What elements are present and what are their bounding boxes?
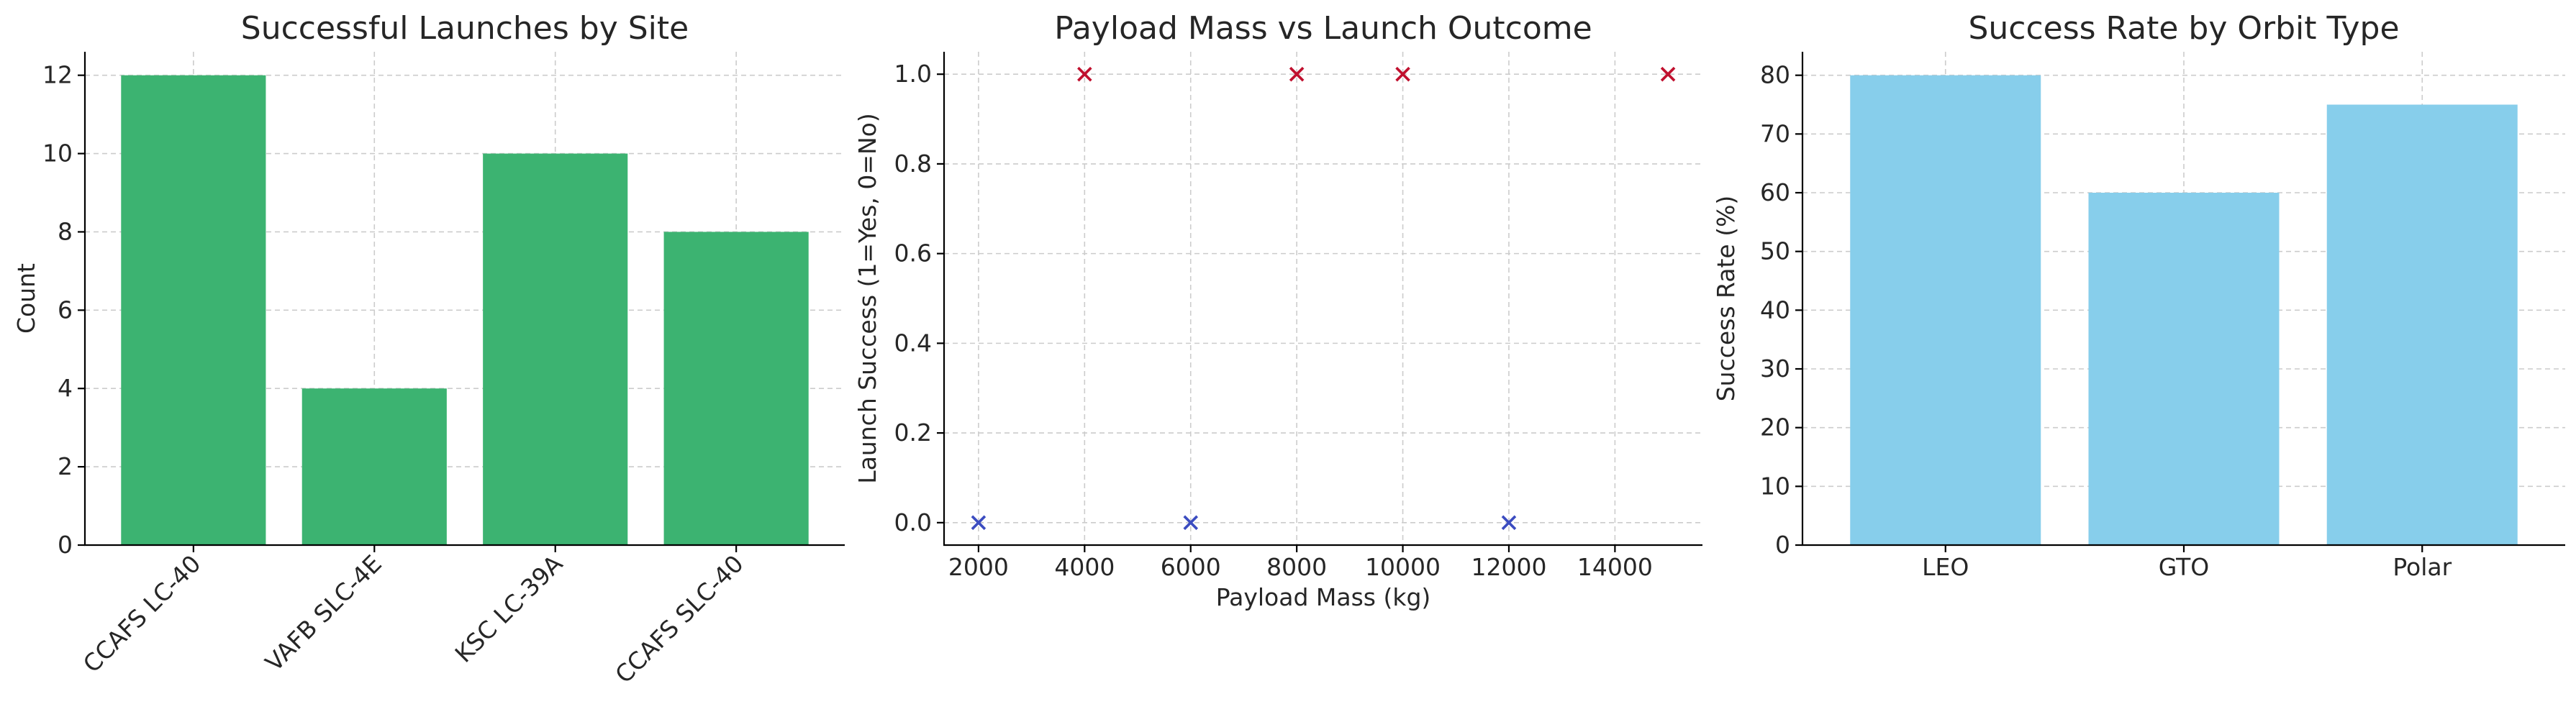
x-tick-label: 14000: [1577, 553, 1653, 581]
x-tick-label: 2000: [948, 553, 1009, 581]
y-tick-label: 0.2: [894, 419, 932, 447]
y-tick-label: 20: [1760, 413, 1790, 442]
success-rate-by-orbit-chart: 0 10 20 30 40 50 60 70 80 LEO GTO Polar Success Rate…: [1712, 10, 2565, 581]
x-tick-label: VAFB SLC-4E: [260, 549, 387, 677]
y-tick-label: 10: [1760, 472, 1790, 500]
y-tick-label: 6: [58, 296, 73, 324]
x-tick-label: LEO: [1922, 553, 1969, 581]
x-tick-label: CCAFS SLC-40: [609, 549, 749, 689]
axis-spines: [83, 52, 845, 547]
payload-vs-outcome-chart: 0.0 0.2 0.4 0.6 0.8 1.0 2000 4000 6000 8000 10000 1…: [853, 10, 1702, 611]
y-tick-label: 0.6: [894, 239, 932, 268]
y-tick-label: 12: [42, 61, 73, 89]
bar-polar: [2326, 104, 2518, 545]
y-tick-label: 10: [42, 140, 73, 168]
x-tick-label: 4000: [1054, 553, 1115, 581]
scatter-point: [971, 515, 987, 531]
y-tick-label: 70: [1760, 119, 1790, 147]
axis-spines: [943, 52, 1702, 547]
chart-title: Success Rate by Orbit Type: [1968, 10, 2399, 47]
y-tick-label: 0.4: [894, 329, 932, 357]
scatter-point: [1395, 66, 1410, 82]
y-tick-label: 4: [58, 374, 73, 402]
scatter-point: [1501, 515, 1517, 531]
x-tick-label: 10000: [1365, 553, 1441, 581]
bar-vafb-slc-4e: [301, 388, 447, 545]
y-tick-label: 2: [58, 452, 73, 480]
bar-gto: [2088, 193, 2280, 545]
x-axis-label: Payload Mass (kg): [1216, 583, 1431, 611]
x-tick-label: 8000: [1266, 553, 1327, 581]
y-tick-label: 40: [1760, 296, 1790, 324]
chart-title: Successful Launches by Site: [241, 10, 689, 47]
x-tick-label: 6000: [1161, 553, 1221, 581]
scatter-point: [1660, 66, 1676, 82]
x-tick-label: 12000: [1471, 553, 1546, 581]
axis-spines: [1801, 52, 2565, 547]
x-tick-label: KSC LC-39A: [450, 549, 568, 668]
x-tick-label: GTO: [2159, 553, 2210, 581]
bar-leo: [1850, 75, 2041, 545]
scatter-point: [1289, 66, 1305, 82]
scatter-point: [1077, 66, 1092, 82]
chart-title: Payload Mass vs Launch Outcome: [1054, 10, 1592, 47]
bar-ccafs-slc-40: [663, 232, 809, 545]
x-tick-label: CCAFS LC-40: [78, 549, 207, 678]
bar-ccafs-lc-40: [121, 75, 266, 545]
y-axis-label: Success Rate (%): [1712, 196, 1740, 402]
launches-by-site-chart: 0 2 4 6 8 10 12 CCAFS LC-40 VAFB SLC-4E KSC LC-39…: [12, 10, 845, 689]
bar-ksc-lc-39a: [483, 153, 628, 546]
y-tick-label: 8: [58, 217, 73, 245]
y-tick-label: 0.0: [894, 508, 932, 536]
x-tick-label: Polar: [2393, 553, 2452, 581]
y-tick-label: 0: [58, 531, 73, 559]
y-tick-label: 60: [1760, 178, 1790, 206]
y-axis-label: Count: [12, 263, 40, 334]
y-tick-label: 0: [1775, 531, 1790, 559]
y-tick-label: 80: [1760, 61, 1790, 89]
y-tick-label: 0.8: [894, 150, 932, 178]
y-tick-label: 30: [1760, 355, 1790, 383]
y-tick-label: 1.0: [894, 60, 932, 88]
scatter-point: [1183, 515, 1199, 531]
y-tick-label: 50: [1760, 237, 1790, 265]
y-axis-label: Launch Success (1=Yes, 0=No): [853, 113, 881, 483]
